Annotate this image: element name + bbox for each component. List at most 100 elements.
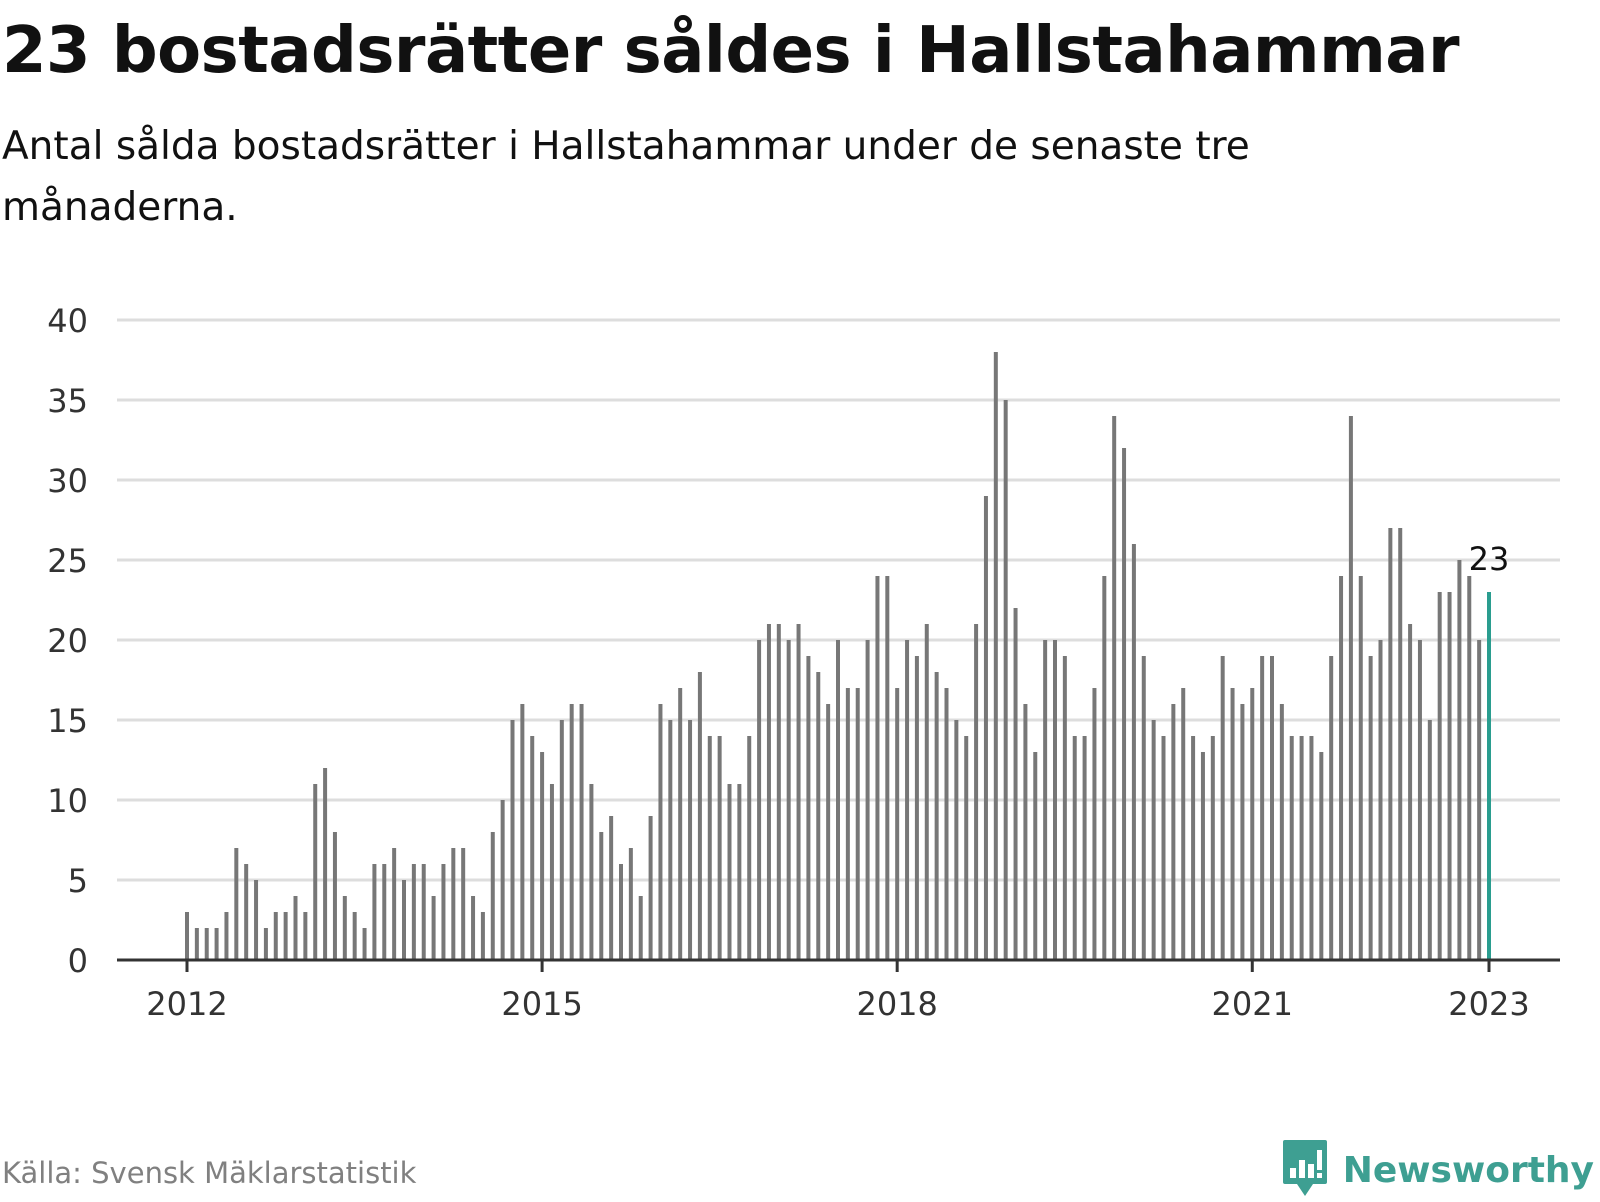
bar <box>875 576 880 960</box>
bar <box>342 896 347 960</box>
bar <box>678 688 683 960</box>
y-tick-label: 5 <box>68 862 88 900</box>
bar <box>816 672 821 960</box>
bar <box>1417 640 1422 960</box>
bar <box>983 496 988 960</box>
y-axis-ticks: 0 5 10 15 20 25 30 35 40 <box>47 302 88 980</box>
bar <box>1289 736 1294 960</box>
bar <box>944 688 949 960</box>
bar <box>993 352 998 960</box>
bar <box>1467 576 1472 960</box>
bar <box>1092 688 1097 960</box>
bar <box>727 784 732 960</box>
bar <box>332 832 337 960</box>
bar <box>569 704 574 960</box>
bar <box>707 736 712 960</box>
bar-highlight <box>1487 592 1491 960</box>
y-tick-label: 40 <box>47 302 88 340</box>
bar <box>372 864 377 960</box>
bar <box>1062 656 1067 960</box>
page-subtitle: Antal sålda bostadsrätter i Hallstahamma… <box>2 124 1250 230</box>
bar <box>806 656 811 960</box>
bar <box>313 784 318 960</box>
bar <box>737 784 742 960</box>
bar <box>204 928 209 960</box>
bar <box>1408 624 1413 960</box>
bar <box>1270 656 1274 960</box>
bar <box>964 736 969 960</box>
y-tick-label: 10 <box>47 782 88 820</box>
bar <box>796 624 801 960</box>
bar <box>293 896 298 960</box>
bar <box>648 816 653 960</box>
bar <box>273 912 278 960</box>
bar <box>392 848 397 960</box>
bar <box>1299 736 1304 960</box>
bar <box>658 704 663 960</box>
bar <box>559 720 564 960</box>
bar <box>1240 704 1245 960</box>
bar <box>1457 560 1462 960</box>
y-tick-label: 0 <box>68 942 88 980</box>
bar <box>411 864 416 960</box>
bar <box>352 912 357 960</box>
bar <box>1112 416 1117 960</box>
bar <box>836 640 840 960</box>
bar <box>1023 704 1028 960</box>
bar <box>510 720 515 960</box>
bar <box>214 928 219 960</box>
bar <box>431 896 436 960</box>
y-tick-label: 15 <box>47 702 88 740</box>
bar <box>480 912 485 960</box>
bar <box>1122 448 1127 960</box>
bar <box>362 928 367 960</box>
bar <box>717 736 722 960</box>
bar <box>1447 592 1452 960</box>
bar <box>224 912 229 960</box>
bar-chart: 0 5 10 15 20 25 30 35 40 2012 2015 2018 2021 2023 23 <box>47 302 1560 1023</box>
bar <box>421 864 426 960</box>
bar <box>688 720 693 960</box>
x-axis: 2012 2015 2018 2021 2023 <box>117 958 1560 1023</box>
x-tick-label: 2015 <box>501 985 582 1023</box>
bar <box>747 736 752 960</box>
x-tick-label: 2023 <box>1448 985 1529 1023</box>
bar <box>609 816 614 960</box>
bar <box>1378 640 1383 960</box>
bar-chart-bubble-icon <box>1282 1140 1327 1196</box>
bar <box>1072 736 1077 960</box>
data-labels: 23 <box>1469 540 1510 578</box>
bar <box>1230 688 1235 960</box>
bar <box>697 672 702 960</box>
bar <box>885 576 890 960</box>
bar <box>461 848 466 960</box>
bar <box>1348 416 1353 960</box>
bar <box>766 624 771 960</box>
bar <box>1220 656 1225 960</box>
bar <box>1319 752 1324 960</box>
bar <box>1358 576 1363 960</box>
bar <box>668 720 673 960</box>
bar <box>1388 528 1393 960</box>
bar <box>185 912 189 960</box>
bar <box>1210 736 1215 960</box>
bar <box>323 768 328 960</box>
brand-logo[interactable]: Newsworthy <box>1281 1138 1594 1202</box>
bar <box>924 624 929 960</box>
bar <box>895 688 900 960</box>
bar <box>638 896 643 960</box>
bar <box>757 640 762 960</box>
bar <box>402 880 406 960</box>
bar <box>244 864 249 960</box>
bar <box>382 864 387 960</box>
bar <box>1279 704 1284 960</box>
y-tick-label: 20 <box>47 622 88 660</box>
bar <box>530 736 535 960</box>
bar <box>954 720 959 960</box>
brand-name: Newsworthy <box>1342 1149 1594 1191</box>
bar <box>1161 736 1166 960</box>
bar <box>1329 656 1334 960</box>
bar <box>599 832 604 960</box>
bar <box>579 704 584 960</box>
bar <box>1191 736 1196 960</box>
